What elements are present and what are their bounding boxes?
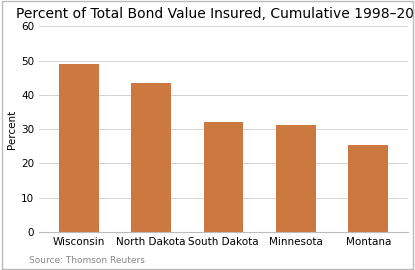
Y-axis label: Percent: Percent — [7, 110, 17, 149]
Bar — [348, 144, 388, 232]
Text: Source: Thomson Reuters: Source: Thomson Reuters — [29, 256, 145, 265]
Bar — [59, 64, 99, 232]
Bar — [131, 83, 171, 232]
Bar — [204, 122, 244, 232]
Title: Percent of Total Bond Value Insured, Cumulative 1998–2007: Percent of Total Bond Value Insured, Cum… — [16, 7, 415, 21]
Bar — [276, 125, 316, 232]
